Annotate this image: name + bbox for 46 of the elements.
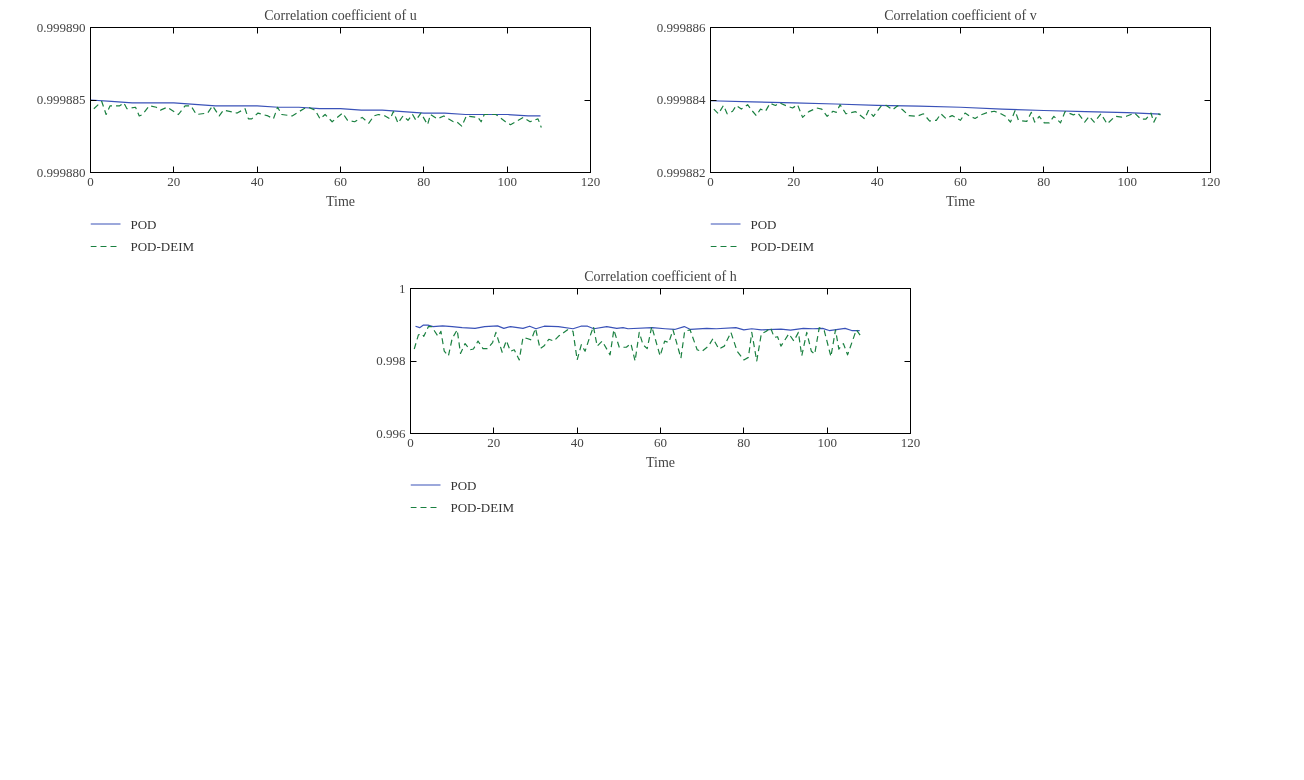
x-axis-title: Time: [945, 193, 976, 209]
line-series: [713, 102, 1162, 125]
chart-title: Correlation coefficient of v: [884, 7, 1037, 23]
x-tick-label: 80: [1037, 173, 1051, 189]
x-tick-label: 120: [900, 434, 921, 450]
y-tick-label: 0.998: [376, 353, 406, 368]
x-tick-label: 0: [87, 173, 94, 189]
x-tick-label: 40: [870, 173, 884, 189]
x-axis-title: Time: [325, 193, 356, 209]
x-tick-label: 20: [167, 173, 181, 189]
y-tick-label: 0.999884: [656, 92, 706, 107]
y-tick-label: 0.999880: [36, 164, 86, 180]
x-tick-label: 0: [407, 434, 414, 450]
x-tick-label: 0: [707, 173, 714, 189]
chart-title: Correlation coefficient of u: [264, 7, 417, 23]
x-tick-label: 60: [954, 173, 967, 189]
y-tick-label: 0.999890: [36, 19, 86, 35]
legend-label: POD: [130, 216, 157, 232]
legend-label: POD: [450, 477, 477, 493]
x-tick-label: 120: [580, 173, 601, 189]
x-tick-label: 80: [737, 434, 751, 450]
legend-label: POD-DEIM: [750, 239, 815, 254]
line-series: [413, 325, 862, 362]
x-tick-label: 60: [334, 173, 347, 189]
y-tick-label: 1: [399, 280, 406, 296]
x-tick-label: 100: [817, 434, 837, 450]
chart-title: Correlation coefficient of h: [584, 268, 737, 284]
x-tick-label: 60: [654, 434, 667, 450]
x-tick-label: 20: [787, 173, 801, 189]
line-series: [90, 99, 542, 117]
x-axis-title: Time: [645, 454, 676, 470]
y-tick-label: 0.999885: [36, 92, 86, 107]
y-tick-label: 0.999882: [656, 164, 706, 180]
x-tick-label: 40: [250, 173, 264, 189]
x-tick-label: 40: [570, 434, 584, 450]
x-tick-label: 120: [1200, 173, 1221, 189]
line-series: [93, 100, 542, 129]
x-tick-label: 80: [417, 173, 431, 189]
legend-label: POD-DEIM: [450, 500, 515, 515]
legend-label: POD-DEIM: [130, 239, 195, 254]
x-tick-label: 100: [497, 173, 517, 189]
legend-label: POD: [750, 216, 777, 232]
x-tick-label: 100: [1117, 173, 1137, 189]
y-tick-label: 0.999886: [656, 19, 706, 35]
y-tick-label: 0.996: [376, 425, 406, 441]
x-tick-label: 20: [487, 434, 501, 450]
